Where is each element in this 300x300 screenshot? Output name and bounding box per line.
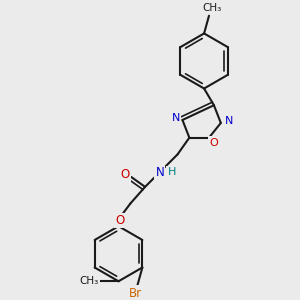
Text: O: O (121, 168, 130, 181)
Text: N: N (171, 113, 180, 123)
Text: N: N (224, 116, 233, 126)
Text: N: N (155, 166, 164, 178)
Text: O: O (115, 214, 124, 227)
Text: CH₃: CH₃ (80, 276, 99, 286)
Text: O: O (210, 138, 218, 148)
Text: CH₃: CH₃ (202, 3, 222, 13)
Text: Br: Br (129, 286, 142, 300)
Text: H: H (167, 167, 176, 177)
